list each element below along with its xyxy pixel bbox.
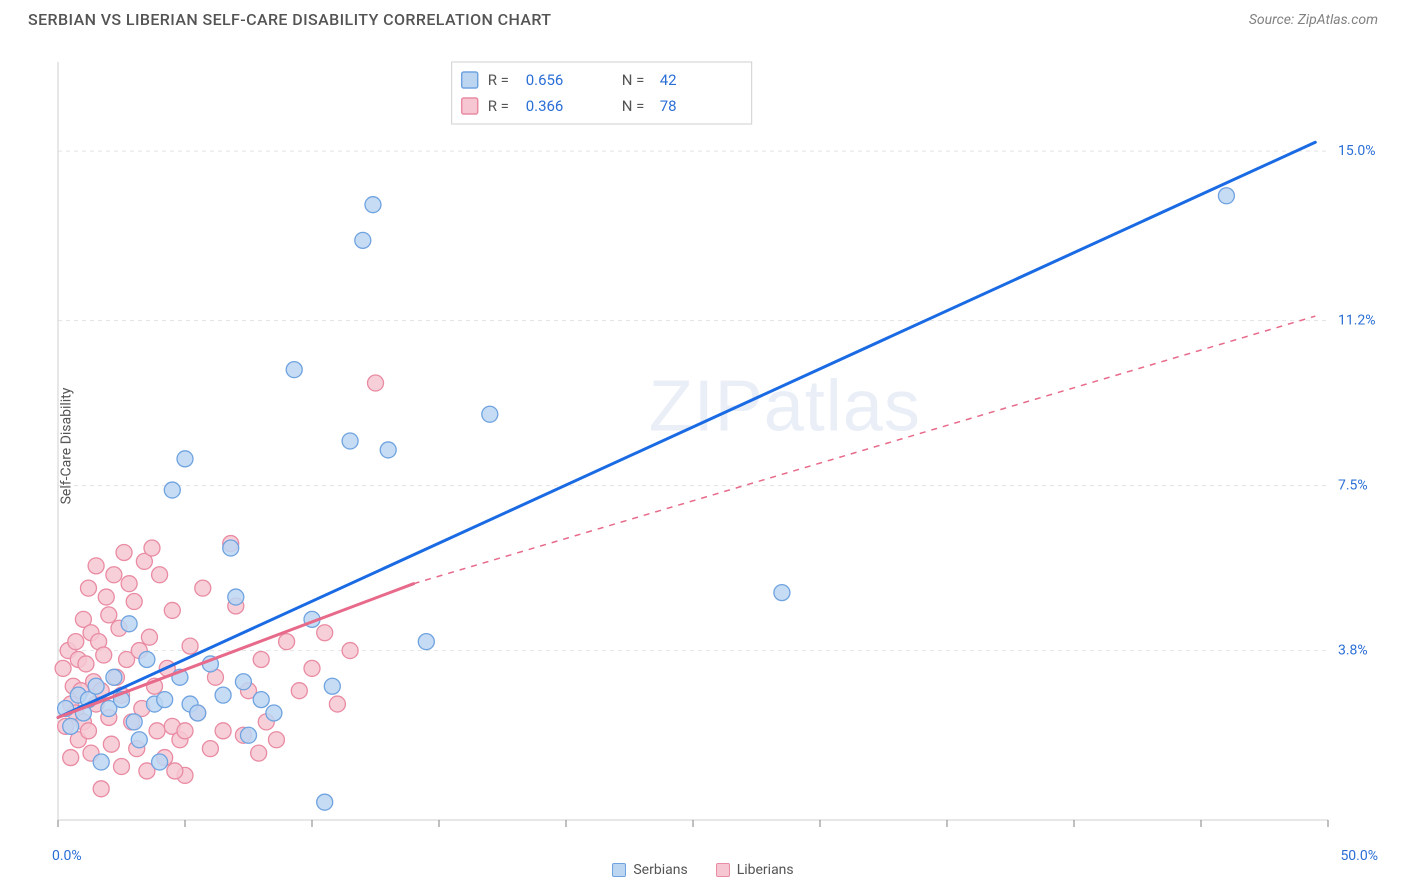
correlation-scatter-chart: ZIPatlas 3.8% 7.5% 11.2% 15.0% R = 0.656 N = 42 R…	[50, 54, 1386, 838]
svg-text:0.656: 0.656	[526, 71, 564, 89]
legend-item: Liberians	[716, 862, 794, 878]
svg-text:15.0%: 15.0%	[1338, 143, 1376, 159]
svg-text:ZIPatlas: ZIPatlas	[649, 366, 921, 446]
legend-label: Liberians	[737, 862, 794, 878]
source-attribution: Source: ZipAtlas.com	[1249, 12, 1378, 28]
svg-text:11.2%: 11.2%	[1338, 313, 1376, 329]
legend-item: Serbians	[612, 862, 687, 878]
svg-text:R =: R =	[488, 97, 509, 115]
legend-swatch-serbians	[612, 863, 626, 877]
svg-text:0.366: 0.366	[526, 97, 564, 115]
svg-text:78: 78	[660, 97, 677, 115]
svg-text:42: 42	[660, 71, 677, 89]
legend-swatch-liberians	[716, 863, 730, 877]
page-title: SERBIAN VS LIBERIAN SELF-CARE DISABILITY…	[28, 10, 551, 29]
chart-area: ZIPatlas 3.8% 7.5% 11.2% 15.0% R = 0.656 N = 42 R…	[50, 54, 1386, 838]
svg-text:R =: R =	[488, 71, 509, 89]
svg-text:N =: N =	[622, 71, 645, 89]
legend-label: Serbians	[633, 862, 687, 878]
svg-text:7.5%: 7.5%	[1338, 478, 1368, 494]
svg-text:3.8%: 3.8%	[1338, 643, 1368, 659]
bottom-legend: Serbians Liberians	[0, 862, 1406, 878]
source-prefix: Source:	[1249, 12, 1298, 28]
svg-text:N =: N =	[622, 97, 645, 115]
source-name: ZipAtlas.com	[1298, 12, 1378, 28]
